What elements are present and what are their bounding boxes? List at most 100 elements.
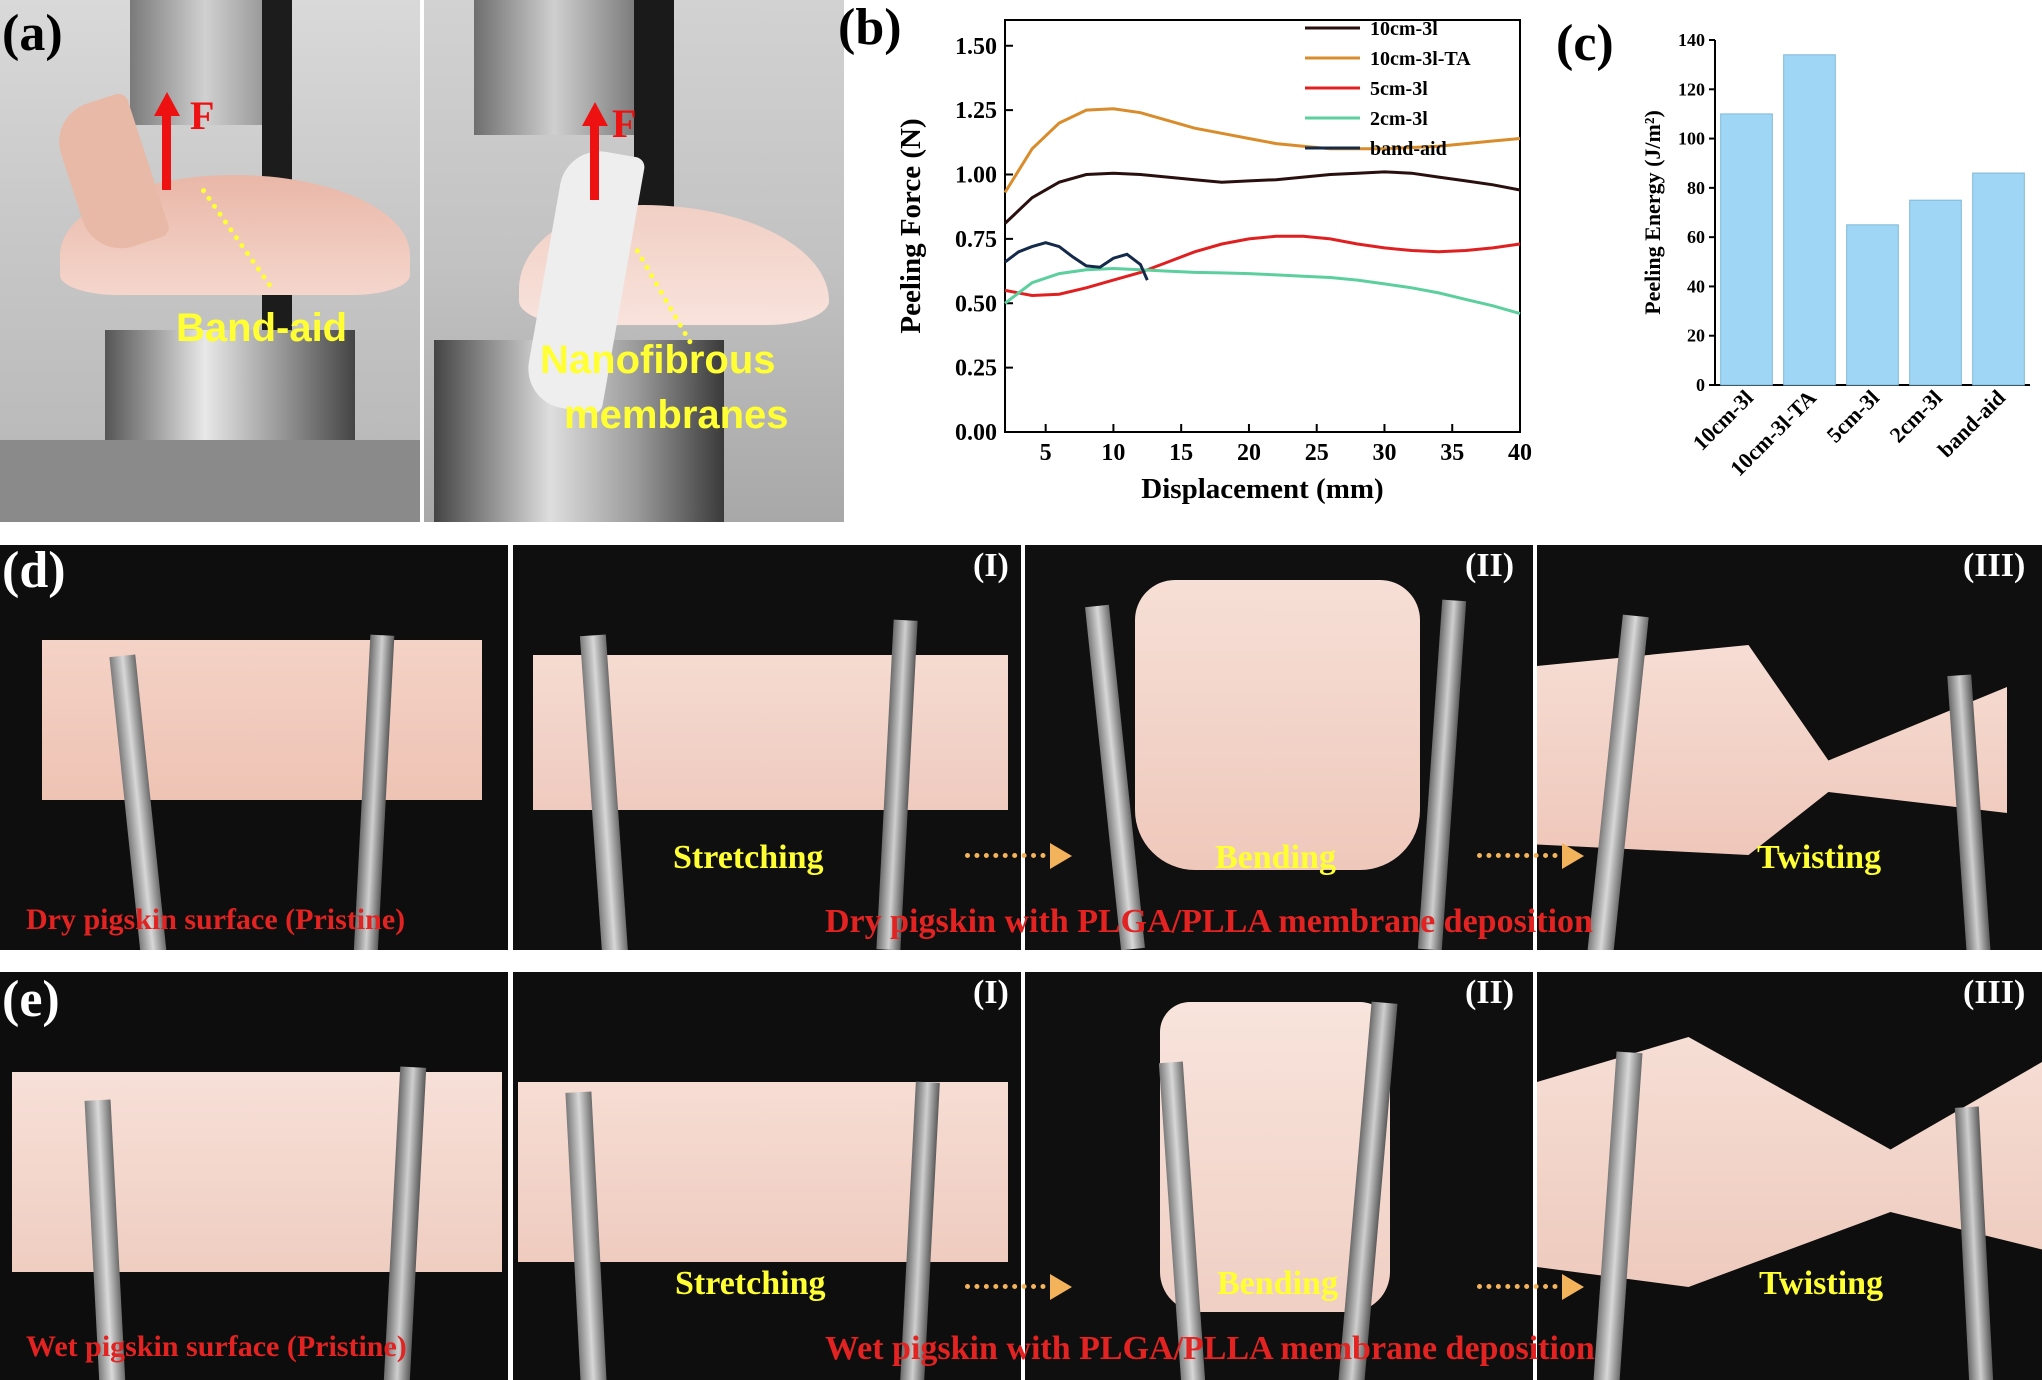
base-plate — [0, 440, 420, 522]
caption-dry-deposition: Dry pigskin with PLGA/PLLA membrane depo… — [825, 903, 1593, 940]
bar-2cm-3l — [1909, 199, 1962, 386]
panel-letter-d: (d) — [2, 545, 66, 599]
label-nanofibrous-line1: Nanofibrous — [540, 338, 776, 382]
roman-e-iii: (III) — [1963, 974, 2026, 1011]
y-axis-label: Peeling Force (N) — [895, 118, 927, 333]
panel-a-photo-nanofibrous: F Nanofibrous membranes — [424, 0, 844, 522]
action-e-stretching: Stretching — [675, 1265, 826, 1302]
bar-10cm-3l-TA — [1783, 54, 1836, 386]
x-tick-label: 35 — [1440, 440, 1464, 466]
y-tick-label: 80 — [1687, 178, 1705, 198]
roman-e-i: (I) — [973, 974, 1009, 1011]
action-e-bending: Bending — [1217, 1265, 1338, 1302]
panel-e-photo-pristine: (e) Wet pigskin surface (Pristine) — [0, 972, 508, 1380]
series-line-2cm-3l — [1004, 266, 1521, 316]
bar-5cm-3l — [1846, 224, 1899, 386]
panel-letter-a: (a) — [2, 5, 63, 62]
y-tick-label: 120 — [1678, 79, 1705, 99]
panel-d-photo-bending: (II) Bending — [1025, 545, 1533, 950]
arrow-d-1 — [965, 853, 1055, 858]
x-tick-label: 5cm-3l — [1821, 385, 1884, 448]
peeling-force-chart: 5 10 15 20 25 30 35 40 0.00 0.25 0.50 0.75 1.00 1.25 1… — [895, 18, 1532, 505]
panel-letter-e: (e) — [2, 972, 60, 1028]
panel-letter-c: (c) — [1556, 15, 1614, 72]
force-label: F — [612, 101, 637, 146]
force-label: F — [190, 93, 215, 138]
legend-label-band-aid: band-aid — [1370, 138, 1447, 160]
x-axis-label: Displacement (mm) — [1141, 473, 1383, 505]
arrow-d-1-head — [1050, 843, 1072, 869]
panel-e-photo-twisting: (III) Twisting — [1537, 972, 2042, 1380]
action-d-stretching: Stretching — [673, 839, 824, 876]
arrow-e-2-head — [1562, 1274, 1584, 1300]
force-arrow-head — [582, 102, 608, 126]
bar-band-aid — [1972, 172, 2025, 386]
roman-d-iii: (III) — [1963, 547, 2026, 584]
label-band-aid: Band-aid — [176, 306, 348, 350]
action-d-bending: Bending — [1215, 839, 1336, 876]
plot-frame — [1004, 19, 1521, 433]
panel-e-photo-stretching: (I) Stretching — [513, 972, 1021, 1380]
x-tick-label: 25 — [1305, 440, 1329, 466]
y-tick-label: 0 — [1696, 375, 1705, 395]
y-tick-label: 40 — [1687, 276, 1705, 296]
bar-10cm-3l — [1720, 113, 1773, 386]
panel-d-photo-stretching: (I) Stretching — [513, 545, 1021, 950]
panel-d-photo-twisting: (III) Twisting — [1537, 545, 2042, 950]
tweezer-right — [1417, 599, 1467, 950]
x-tick-label: 30 — [1372, 440, 1396, 466]
x-tick-label: 5 — [1040, 440, 1052, 466]
roman-e-ii: (II) — [1465, 974, 1515, 1011]
caption-wet-deposition: Wet pigskin with PLGA/PLLA membrane depo… — [825, 1330, 1595, 1367]
action-e-twisting: Twisting — [1759, 1265, 1884, 1302]
y-tick-label: 0.50 — [955, 291, 997, 317]
roman-d-ii: (II) — [1465, 547, 1515, 584]
caption-wet-pristine: Wet pigskin surface (Pristine) — [26, 1330, 407, 1363]
arrow-d-2 — [1477, 853, 1567, 858]
x-tick-label: 15 — [1169, 440, 1193, 466]
y-tick-label: 1.50 — [955, 34, 997, 60]
y-tick-label: 140 — [1678, 30, 1705, 50]
arrow-e-1 — [965, 1284, 1055, 1289]
y-tick-label: 0.75 — [955, 227, 997, 253]
pigskin-sample — [1135, 580, 1420, 870]
series-line-10cm-3l-TA — [1003, 107, 1521, 194]
arrow-e-2 — [1477, 1284, 1567, 1289]
y-axis-label: Peeling Energy (J/m²) — [1640, 110, 1665, 315]
panel-a-photo-band-aid: F Band-aid (a) — [0, 0, 420, 522]
series-line-band-aid — [1004, 241, 1149, 281]
series-line-10cm-3l — [1003, 170, 1521, 225]
x-tick-label: 20 — [1237, 440, 1261, 466]
x-tick-label: 10 — [1101, 440, 1125, 466]
force-arrow-shaft — [590, 120, 599, 200]
panel-e-photo-bending: (II) Bending — [1025, 972, 1533, 1380]
action-d-twisting: Twisting — [1757, 839, 1882, 876]
panel-letter-b: (b) — [838, 0, 902, 56]
force-arrow-shaft — [162, 110, 171, 190]
roman-d-i: (I) — [973, 547, 1009, 584]
legend-label-10cm-3l-TA: 10cm-3l-TA — [1370, 48, 1471, 70]
legend-label-2cm-3l: 2cm-3l — [1370, 108, 1428, 130]
legend-label-5cm-3l: 5cm-3l — [1370, 78, 1428, 100]
y-tick-label: 1.25 — [955, 98, 997, 124]
caption-dry-pristine: Dry pigskin surface (Pristine) — [26, 903, 406, 936]
x-tick-label: 2cm-3l — [1884, 385, 1947, 448]
y-tick-label: 100 — [1678, 129, 1705, 149]
panel-d-photo-pristine: (d) Dry pigskin surface (Pristine) — [0, 545, 508, 950]
arrow-d-2-head — [1562, 843, 1584, 869]
arrow-e-1-head — [1050, 1274, 1072, 1300]
y-tick-label: 0.25 — [955, 356, 997, 382]
force-arrow-head — [154, 92, 180, 116]
series-line-5cm-3l — [1004, 234, 1521, 298]
legend-label-10cm-3l: 10cm-3l — [1370, 18, 1438, 40]
y-tick-label: 60 — [1687, 227, 1705, 247]
y-tick-label: 0.00 — [955, 420, 997, 446]
y-tick-label: 1.00 — [955, 163, 997, 189]
label-nanofibrous-line2: membranes — [564, 393, 789, 437]
upper-clamp — [474, 0, 634, 135]
x-tick-label: band-aid — [1933, 385, 2010, 462]
x-tick-label: 40 — [1508, 440, 1532, 466]
pigskin-sample — [42, 640, 482, 800]
y-tick-label: 20 — [1687, 326, 1705, 346]
